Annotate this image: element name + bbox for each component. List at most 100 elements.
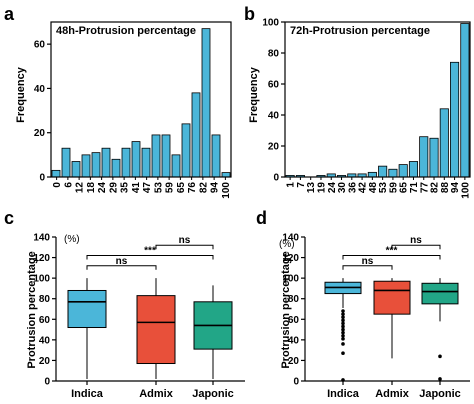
- panel-d-outlier-point: [341, 337, 345, 341]
- panel-b-bar: [450, 61, 460, 178]
- panel-c-significance-label: ns: [179, 235, 191, 246]
- panel-a: a 48h-Protrusion percentage Frequency 0 2…: [4, 4, 232, 199]
- panel-c-box-admix: [136, 295, 176, 365]
- panel-c-x-tick-label: Indica: [71, 388, 104, 400]
- panel-c-y-axis-label: Protrusion percentage: [26, 251, 38, 368]
- panel-c-plot: 0 20 40 60 80 100 120 140 Indica Admix Japonic ns **…: [33, 233, 245, 400]
- panel-a-bar: [71, 161, 81, 178]
- panel-b-x-tick-label: 1: [286, 182, 297, 188]
- panel-b-bar: [408, 161, 419, 178]
- panel-d-outlier-point: [438, 377, 442, 381]
- panel-c-y-tick-label: 100: [33, 274, 50, 285]
- panel-d-y-tick-label: 80: [288, 294, 300, 305]
- panel-c-significance-bracket: [155, 244, 214, 250]
- panel-a-x-tick-label: 41: [131, 182, 142, 194]
- panel-d-outlier-point: [341, 378, 345, 382]
- panel-b-letter: b: [244, 4, 255, 24]
- panel-a-letter: a: [4, 4, 15, 24]
- panel-a-bar: [141, 147, 151, 178]
- panel-a-y-axis-label: Frequency: [15, 66, 27, 123]
- panel-d-significance-label: ***: [386, 246, 398, 257]
- panel-b-x-tick-label: 36: [347, 182, 358, 194]
- panel-d-outlier-point: [341, 327, 345, 332]
- panel-d-outlier-point: [341, 309, 345, 313]
- panel-b-bar: [378, 165, 388, 178]
- panel-a-x-tick-label: 82: [198, 182, 209, 194]
- panel-b-y-axis-label: Frequency: [248, 66, 260, 123]
- panel-c-y-tick-label: 20: [39, 356, 51, 367]
- panel-a-bar: [121, 147, 131, 178]
- panel-a-x-tick-label: 29: [108, 182, 119, 194]
- panel-c-y-tick-label: 60: [39, 315, 51, 326]
- panel-d-significance-bracket: [342, 255, 441, 260]
- panel-d-y-tick-label: 20: [288, 356, 300, 367]
- panel-b-bar: [439, 108, 449, 178]
- panel-d-x-tick-label: Japonic: [419, 388, 461, 400]
- panel-b-y-tick-label: 20: [268, 142, 280, 153]
- panel-d-x-tick-label: Indica: [327, 388, 360, 400]
- panel-d-x-tick-label: Admix: [375, 388, 410, 400]
- panel-b-x-tick-label: 65: [399, 182, 410, 194]
- panel-a-bar: [131, 141, 141, 178]
- panel-a-bar: [181, 123, 191, 178]
- panel-b-y-tick-label: 40: [268, 111, 280, 122]
- panel-a-x-tick-label: 18: [86, 182, 97, 194]
- panel-a-bar: [211, 134, 221, 178]
- panel-a-x-tick-label: 35: [120, 182, 131, 194]
- panel-d-y-unit: (%): [279, 239, 295, 250]
- panel-d-significance-label: ns: [410, 235, 422, 246]
- panel-c-box-indica: [67, 289, 107, 329]
- panel-b-x-tick-label: 77: [419, 182, 430, 194]
- panel-a-bar: [61, 147, 71, 178]
- panel-a-bar: [91, 152, 101, 178]
- panel-c: c (%) Protrusion percentage 0 20 40 60 80 100…: [4, 208, 245, 400]
- panel-d-y-tick-label: 40: [288, 335, 300, 346]
- panel-b-bar: [419, 136, 429, 178]
- panel-b-bar: [398, 164, 408, 178]
- panel-d-y-axis-label: Protrusion percentage: [280, 251, 292, 368]
- panel-c-y-tick-label: 0: [44, 377, 50, 388]
- panel-d-outlier-point: [341, 333, 345, 338]
- panel-d-significance-bracket: [391, 244, 441, 250]
- panel-a-x-tick-label: 6: [63, 182, 74, 188]
- panel-a-x-tick-label: 100: [221, 182, 232, 199]
- panel-a-x-tick-label: 0: [52, 182, 63, 188]
- panel-a-bar: [111, 158, 121, 178]
- panel-b-x-tick-label: 100: [460, 182, 471, 199]
- panel-b-bar: [388, 168, 398, 178]
- panel-a-x-tick-label: 94: [210, 182, 221, 194]
- panel-a-y-tick-label: 0: [39, 173, 45, 184]
- panel-a-bar: [221, 172, 231, 178]
- panel-a-bar: [201, 28, 211, 178]
- panel-d-y-tick-label: 120: [282, 253, 299, 264]
- panel-a-y-tick-label: 40: [34, 84, 46, 95]
- panel-b-x-tick-label: 42: [358, 182, 369, 194]
- panel-b-x-tick-label: 13: [306, 182, 317, 194]
- panel-d-y-tick-label: 140: [282, 233, 299, 244]
- panel-b-x-tick-label: 7: [296, 182, 307, 188]
- panel-b-y-tick-label: 0: [273, 173, 279, 184]
- panel-b-bar: [367, 171, 377, 178]
- panel-a-bar: [171, 154, 181, 178]
- panel-a-title: 48h-Protrusion percentage: [56, 25, 196, 37]
- panel-b-title: 72h-Protrusion percentage: [290, 25, 430, 37]
- panel-b-bar: [460, 23, 470, 178]
- panel-a-x-tick-label: 24: [97, 182, 108, 194]
- panel-a-x-tick-label: 65: [176, 182, 187, 194]
- panel-a-x-tick-label: 12: [75, 182, 86, 194]
- panel-b-x-tick-label: 94: [450, 182, 461, 194]
- panel-d-outlier-point: [341, 330, 345, 335]
- panel-d-outlier-point: [341, 312, 345, 316]
- panel-d-outlier-point: [341, 321, 345, 326]
- panel-b-x-tick-label: 48: [368, 182, 379, 194]
- panel-c-y-tick-label: 140: [33, 233, 50, 244]
- panel-d-outlier-point: [341, 315, 345, 320]
- panel-a-y-tick-label: 60: [34, 40, 46, 51]
- panel-b-x-tick-label: 82: [430, 182, 441, 194]
- panel-d-outlier-point: [438, 354, 442, 359]
- panel-a-x-tick-label: 76: [187, 182, 198, 194]
- panel-b-x-tick-label: 24: [327, 182, 338, 194]
- panel-b-x-tick-label: 88: [440, 182, 451, 194]
